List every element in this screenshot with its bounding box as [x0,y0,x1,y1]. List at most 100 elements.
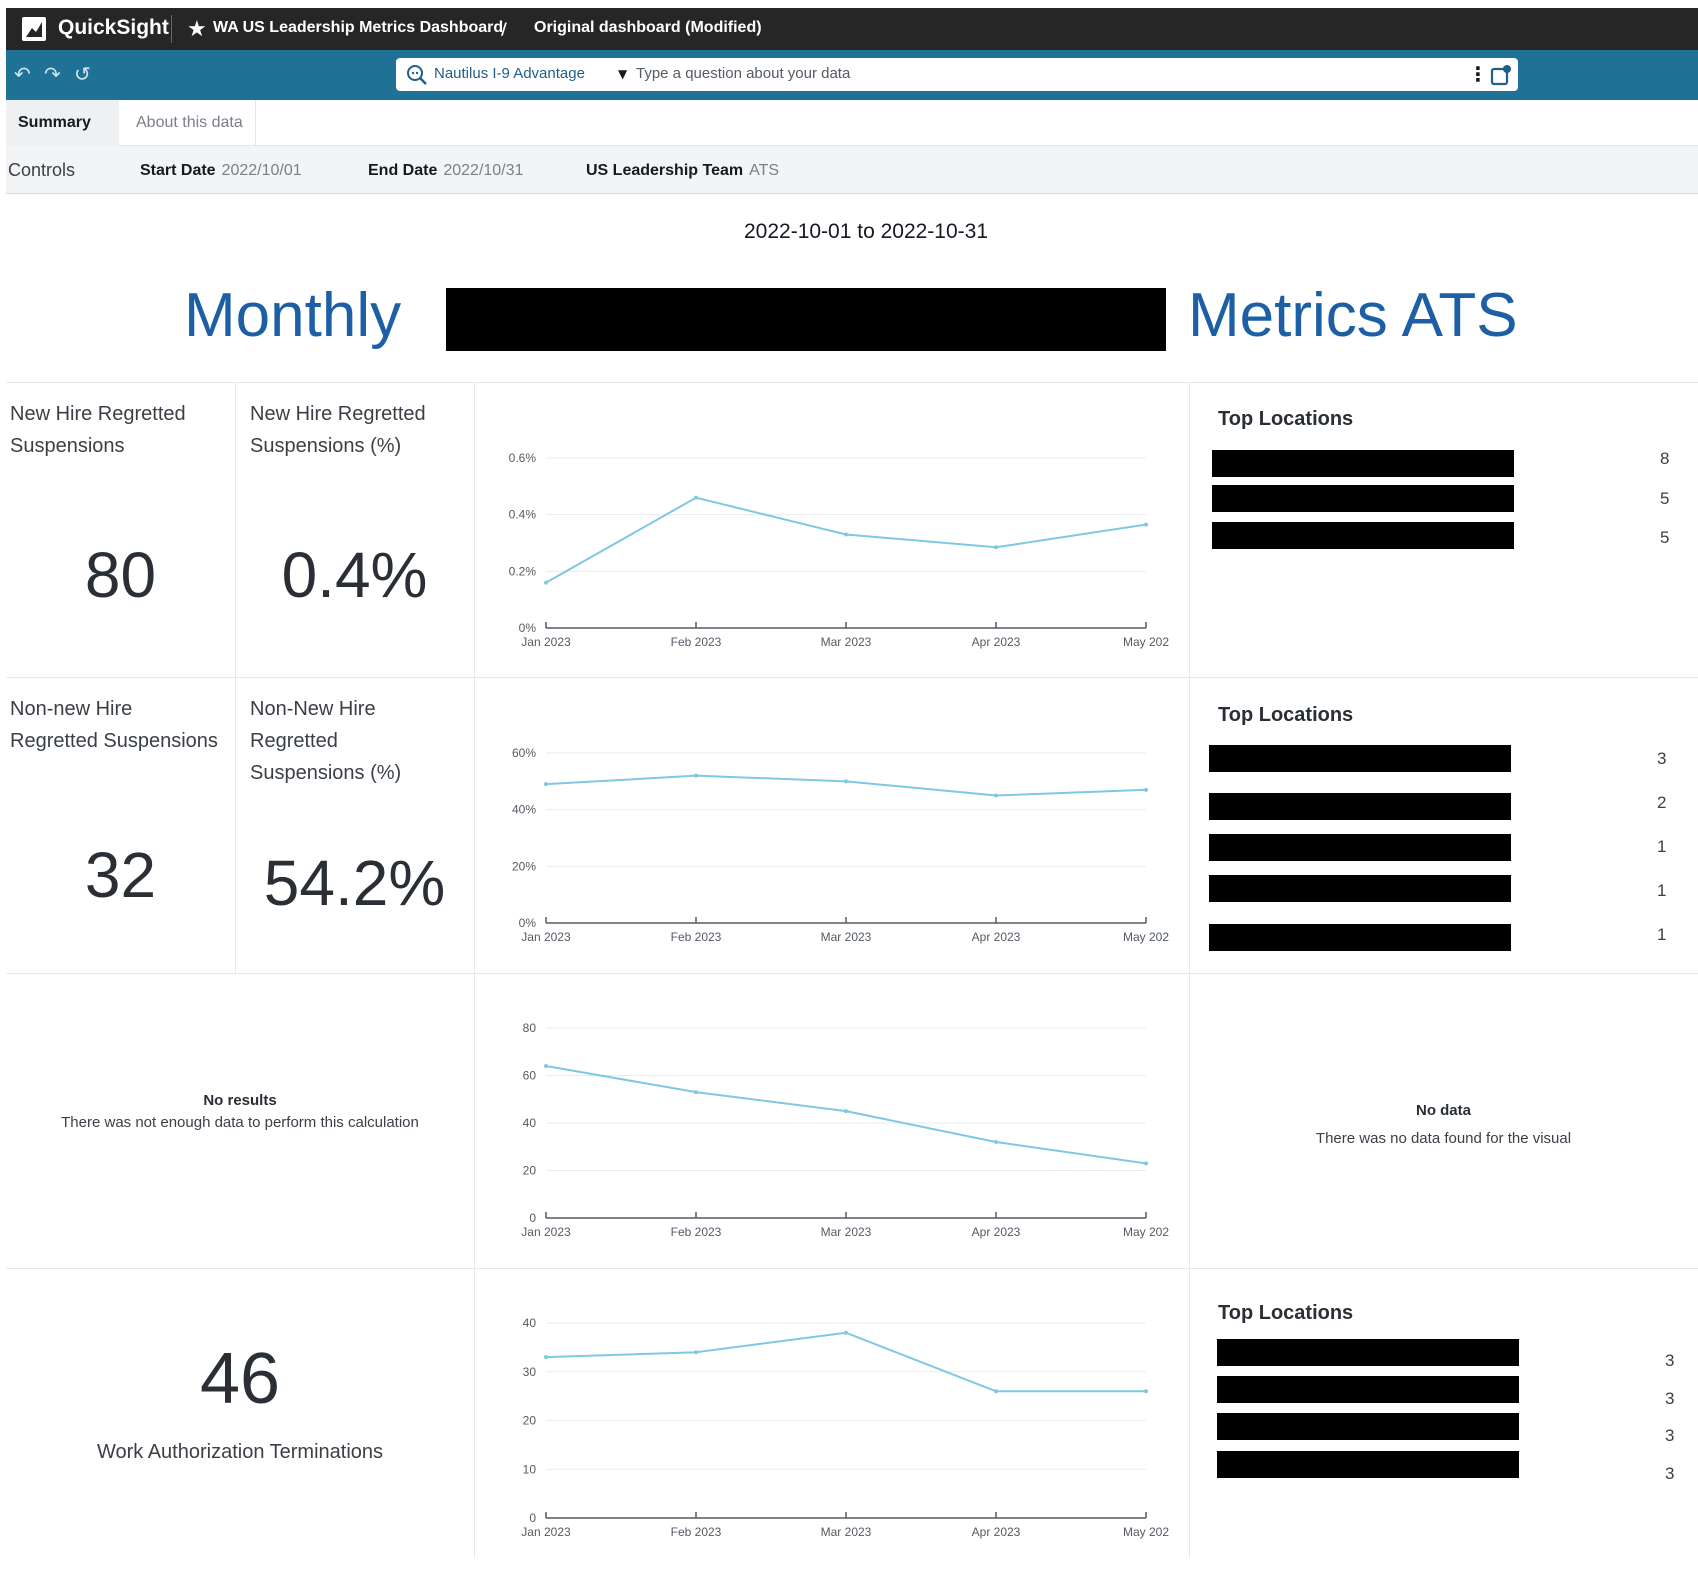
data-point [1144,787,1148,792]
dashboard-frame: QuickSight ★ WA US Leadership Metrics Da… [6,8,1698,1558]
page-title-right: Metrics ATS [1188,281,1518,350]
x-tick-label: Mar 2023 [821,930,872,944]
start-date-control[interactable]: Start Date 2022/10/01 [140,162,302,180]
location-count: 1 [1657,837,1667,856]
location-count: 2 [1657,793,1667,812]
y-tick-label: 30 [523,1365,537,1379]
row-divider [6,382,1698,383]
redacted-location [1209,834,1511,861]
trend-line-chart[interactable]: 0% 20% 40% 60% Jan 2023 Feb 2023 Mar 2023 Apr 2… [496,743,1186,963]
x-tick-label: Jan 2023 [521,930,571,944]
y-tick-label: 0% [519,621,537,635]
team-label: US Leadership Team [586,162,744,179]
location-count: 3 [1657,749,1667,768]
team-value[interactable]: ATS [749,162,780,179]
series-line [545,496,1147,584]
more-options-icon[interactable]: ⋮ [1468,62,1488,86]
sheet-tabs: Summary About this data [6,100,1698,146]
location-count: 3 [1665,1351,1675,1370]
start-date-label: Start Date [140,162,216,179]
y-tick-label: 20 [523,1414,537,1428]
x-tick-label: Feb 2023 [671,1525,722,1539]
row-divider [6,677,1698,678]
undo-icon[interactable]: ↶ [14,62,31,86]
controls-label[interactable]: Controls [8,160,76,180]
tab-summary[interactable]: Summary [6,100,119,146]
team-control[interactable]: US Leadership Team ATS [586,162,779,180]
end-date-value[interactable]: 2022/10/31 [443,162,524,179]
x-tick-label: May 202 [1123,635,1169,649]
no-data-title: No data [1415,1102,1471,1119]
brand-name[interactable]: QuickSight [58,16,169,39]
trend-line-chart[interactable]: 0% 0.2% 0.4% 0.6% Jan 2023 Feb 2023 Mar 2023 Ap… [496,448,1186,668]
data-point [844,1109,848,1114]
row-divider [6,973,1698,974]
location-count: 1 [1657,925,1667,944]
data-point [694,1350,698,1355]
redacted-location [1209,924,1511,951]
x-tick-label: Feb 2023 [671,1225,722,1239]
reset-icon[interactable]: ↺ [74,62,91,86]
location-count: 3 [1665,1389,1675,1408]
y-tick-label: 0.2% [509,564,537,578]
breadcrumb-version[interactable]: Original dashboard (Modified) [534,19,762,36]
data-point [1144,1389,1148,1394]
x-tick-label: May 202 [1123,1225,1169,1239]
topic-selector[interactable]: Nautilus I-9 Advantage [434,65,585,82]
open-new-icon[interactable] [1490,64,1512,86]
data-point [544,1355,548,1360]
x-tick-label: Mar 2023 [821,635,872,649]
q-search-bar[interactable]: Nautilus I-9 Advantage ▼ Type a question… [396,58,1518,91]
x-tick-label: May 202 [1123,930,1169,944]
data-point [694,1090,698,1095]
date-range-text: 2022-10-01 to 2022-10-31 [743,220,989,243]
data-point [844,532,848,537]
tab-about-this-data[interactable]: About this data [124,100,256,146]
redacted-location [1209,745,1511,772]
breadcrumb-dashboard[interactable]: WA US Leadership Metrics Dashboard [213,19,504,36]
trend-line-chart[interactable]: 0 20 40 60 80 Jan 2023 Feb 2023 Mar 2023 Apr 202… [496,1018,1186,1258]
top-bar: QuickSight ★ WA US Leadership Metrics Da… [6,8,1698,50]
kpi-label: Non-New Hire Regretted Suspensions (%) [250,698,402,784]
toolbar: ↶ ↷ ↺ Nautilus I-9 Advantage ▼ Type a qu… [6,50,1698,100]
end-date-control[interactable]: End Date 2022/10/31 [368,162,523,180]
kpi-value[interactable]: 46 [199,1339,281,1419]
kpi-value[interactable]: 0.4% [281,539,428,611]
x-tick-label: Jan 2023 [521,1525,571,1539]
x-tick-label: Mar 2023 [821,1525,872,1539]
location-count: 5 [1660,528,1670,547]
kpi-value[interactable]: 80 [84,539,157,611]
x-tick-label: Jan 2023 [521,1225,571,1239]
data-point [994,1389,998,1394]
col-divider [474,382,475,1558]
col-divider [1189,382,1190,1558]
y-tick-label: 20 [523,1164,537,1178]
redacted-location [1217,1339,1519,1366]
data-point [994,545,998,550]
data-point [1144,1161,1148,1166]
search-input[interactable]: Type a question about your data [636,65,851,82]
favorite-star-icon[interactable]: ★ [187,17,207,42]
quicksight-logo-icon[interactable] [22,17,46,41]
start-date-value[interactable]: 2022/10/01 [221,162,302,179]
y-tick-label: 0% [519,916,537,930]
trend-line-chart[interactable]: 0 10 20 30 40 Jan 2023 Feb 2023 Mar 2023 Apr 202… [496,1313,1186,1558]
end-date-label: End Date [368,162,438,179]
series-line [545,1331,1146,1393]
kpi-value[interactable]: 32 [84,839,157,911]
data-point [544,1064,548,1068]
chevron-down-icon[interactable]: ▼ [618,67,628,81]
location-count: 8 [1660,449,1670,468]
location-count: 1 [1657,881,1667,900]
kpi-value[interactable]: 54.2% [263,847,446,919]
redacted-location [1217,1413,1519,1440]
divider [171,15,172,43]
kpi-label: Non-new Hire Regretted Suspensions [10,698,218,752]
data-point [994,793,998,798]
page-title-left: Monthly [184,281,402,350]
location-count: 3 [1665,1426,1675,1445]
data-point [844,779,848,784]
redo-icon[interactable]: ↷ [44,62,61,86]
y-tick-label: 60 [523,1069,537,1083]
y-tick-label: 80 [523,1021,537,1035]
